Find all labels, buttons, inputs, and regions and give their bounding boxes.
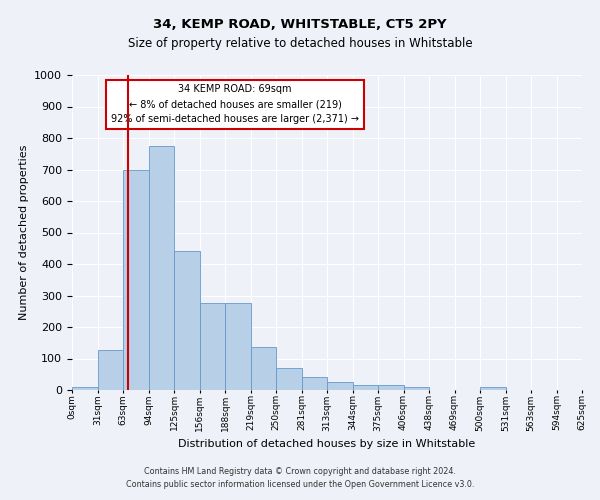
Bar <box>174 252 199 390</box>
Bar <box>378 386 404 390</box>
Bar <box>97 350 123 390</box>
Bar <box>149 146 174 390</box>
Bar <box>251 348 276 390</box>
Text: Size of property relative to detached houses in Whitstable: Size of property relative to detached ho… <box>128 38 472 51</box>
Text: Contains HM Land Registry data © Crown copyright and database right 2024.
Contai: Contains HM Land Registry data © Crown c… <box>126 468 474 489</box>
Text: 34, KEMP ROAD, WHITSTABLE, CT5 2PY: 34, KEMP ROAD, WHITSTABLE, CT5 2PY <box>153 18 447 30</box>
Y-axis label: Number of detached properties: Number of detached properties <box>19 145 29 320</box>
Bar <box>480 387 505 390</box>
Bar <box>123 170 149 390</box>
Bar <box>72 388 97 390</box>
Bar <box>302 378 327 390</box>
Bar <box>327 382 353 390</box>
Bar <box>199 304 225 390</box>
Bar <box>225 304 251 390</box>
Text: 34 KEMP ROAD: 69sqm
← 8% of detached houses are smaller (219)
92% of semi-detach: 34 KEMP ROAD: 69sqm ← 8% of detached hou… <box>111 84 359 124</box>
Bar <box>276 368 302 390</box>
Bar <box>404 388 429 390</box>
Bar <box>353 386 378 390</box>
X-axis label: Distribution of detached houses by size in Whitstable: Distribution of detached houses by size … <box>178 439 476 449</box>
